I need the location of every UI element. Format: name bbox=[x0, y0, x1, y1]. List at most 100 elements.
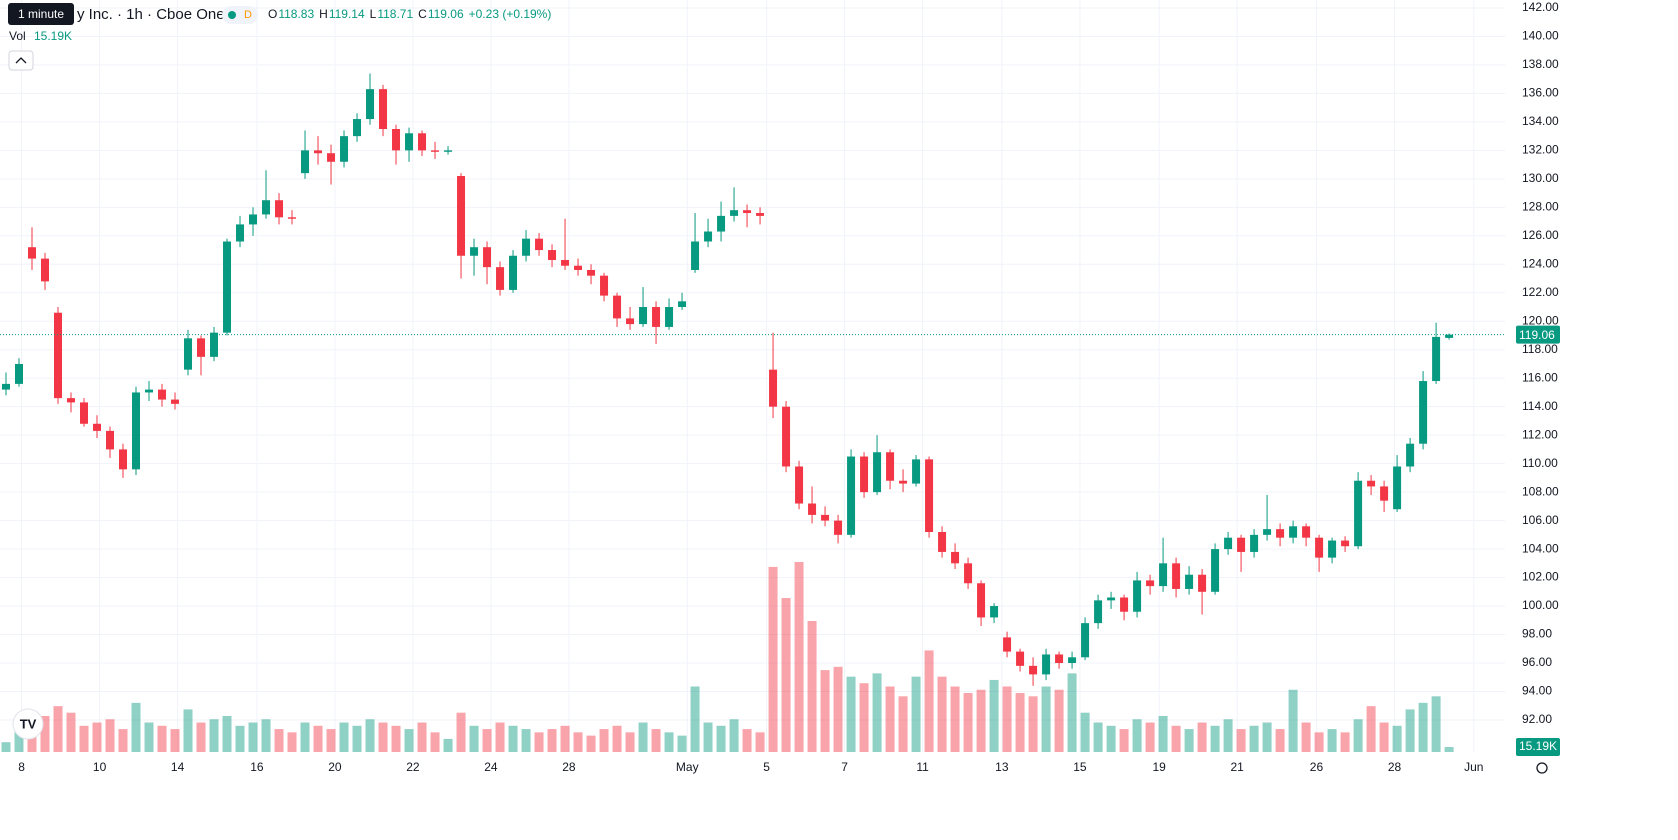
candle-body bbox=[691, 241, 700, 270]
volume-bar bbox=[326, 729, 336, 752]
volume-bar bbox=[547, 729, 557, 752]
y-tick-label: 128.00 bbox=[1522, 200, 1559, 214]
volume-bar bbox=[1210, 725, 1220, 752]
candle-body bbox=[639, 307, 648, 325]
y-tick-label: 130.00 bbox=[1522, 171, 1559, 185]
volume-bar bbox=[651, 729, 661, 752]
candle-body bbox=[964, 563, 973, 584]
volume-bar bbox=[1405, 709, 1415, 752]
candle-body bbox=[132, 392, 141, 470]
candle-body bbox=[1016, 651, 1025, 666]
candle-body bbox=[93, 423, 102, 431]
volume-bar bbox=[807, 620, 817, 752]
volume-bar bbox=[742, 729, 752, 752]
x-tick-label: 16 bbox=[250, 760, 264, 774]
candle-body bbox=[1081, 623, 1090, 658]
volume-bar bbox=[287, 732, 297, 752]
volume-bar bbox=[1288, 689, 1298, 752]
candle-body bbox=[951, 551, 960, 564]
logo: TV bbox=[20, 716, 37, 731]
volume-bar bbox=[1431, 696, 1441, 752]
candle-body bbox=[1250, 534, 1259, 552]
candle-body bbox=[340, 136, 349, 162]
volume-bar bbox=[1262, 722, 1272, 752]
volume-bar bbox=[534, 732, 544, 752]
y-tick-label: 122.00 bbox=[1522, 285, 1559, 299]
candle-body bbox=[41, 258, 50, 282]
volume-bar bbox=[573, 732, 583, 752]
volume-bar bbox=[781, 598, 791, 752]
candle-body bbox=[1276, 529, 1285, 538]
settings-icon[interactable] bbox=[1536, 762, 1548, 774]
ohlc-legend: O 118.83 H 119.14 L 118.71 C 119.06 +0.23 (+0.19… bbox=[268, 7, 551, 21]
ohlc-value: 119.14 bbox=[329, 7, 365, 21]
volume-bar bbox=[1002, 686, 1012, 752]
volume-bar bbox=[79, 725, 89, 752]
x-tick-label: 11 bbox=[916, 760, 929, 774]
volume-bar bbox=[508, 725, 518, 752]
volume-bar bbox=[1119, 729, 1129, 752]
volume-bar bbox=[1028, 696, 1038, 752]
volume-bar bbox=[40, 715, 50, 752]
volume-bar bbox=[469, 725, 479, 752]
status-badge[interactable] bbox=[222, 6, 258, 24]
volume-bar bbox=[417, 722, 427, 752]
collapse-icon bbox=[15, 57, 27, 64]
y-tick-label: 126.00 bbox=[1522, 228, 1559, 242]
symbol-title[interactable]: y Inc. · 1h · Cboe One bbox=[77, 6, 225, 23]
candle-body bbox=[1445, 334, 1454, 338]
volume-bar bbox=[495, 722, 505, 752]
volume-bar bbox=[1314, 732, 1324, 752]
volume-bar bbox=[1041, 686, 1051, 752]
x-tick-label: 26 bbox=[1310, 760, 1324, 774]
collapse-button[interactable] bbox=[8, 50, 34, 71]
volume-bar bbox=[300, 722, 310, 752]
volume-bar bbox=[1132, 719, 1142, 752]
volume-bar bbox=[391, 725, 401, 752]
volume-bar bbox=[222, 715, 232, 752]
candle-body bbox=[210, 332, 219, 357]
volume-bar bbox=[1379, 722, 1389, 752]
candle-body bbox=[873, 452, 882, 493]
candle-body bbox=[782, 406, 791, 467]
status-dot bbox=[228, 11, 236, 19]
logo-bg[interactable] bbox=[12, 708, 44, 740]
volume-bar bbox=[729, 719, 739, 752]
volume-box bbox=[1516, 738, 1560, 756]
candle-body bbox=[1315, 537, 1324, 558]
volume-bar bbox=[1, 742, 11, 752]
volume-bar bbox=[716, 725, 726, 752]
ohlc-value: 118.83 bbox=[278, 7, 314, 21]
volume-bar bbox=[92, 722, 102, 752]
volume-bar bbox=[586, 735, 596, 752]
candle-body bbox=[912, 459, 921, 484]
tooltip-box bbox=[8, 3, 74, 25]
volume-bar bbox=[1158, 715, 1168, 752]
volume-bar bbox=[625, 732, 635, 752]
ohlc-letter: H bbox=[319, 7, 328, 21]
volume-bar bbox=[430, 732, 440, 752]
volume-bar bbox=[885, 686, 895, 752]
candle-body bbox=[80, 402, 89, 424]
candle-body bbox=[366, 89, 375, 120]
x-tick-label: 14 bbox=[171, 760, 185, 774]
candle-body bbox=[561, 260, 570, 266]
candle-body bbox=[145, 389, 154, 393]
candle-body bbox=[1198, 574, 1207, 592]
candle-body bbox=[197, 338, 206, 357]
volume-bar bbox=[963, 693, 973, 752]
volume-bar bbox=[131, 702, 141, 752]
candle-body bbox=[977, 583, 986, 618]
candle-body bbox=[1354, 480, 1363, 547]
volume-value: 15.19K bbox=[34, 29, 72, 43]
volume-bar bbox=[976, 689, 986, 752]
volume-bar bbox=[1353, 719, 1363, 752]
candle-body bbox=[1120, 597, 1129, 612]
candle-body bbox=[769, 369, 778, 407]
candle-body bbox=[587, 269, 596, 276]
x-tick-label: 24 bbox=[484, 760, 498, 774]
candle-body bbox=[405, 133, 414, 151]
y-tick-label: 106.00 bbox=[1522, 513, 1559, 527]
volume-bar bbox=[1106, 725, 1116, 752]
volume-bar bbox=[937, 676, 947, 752]
